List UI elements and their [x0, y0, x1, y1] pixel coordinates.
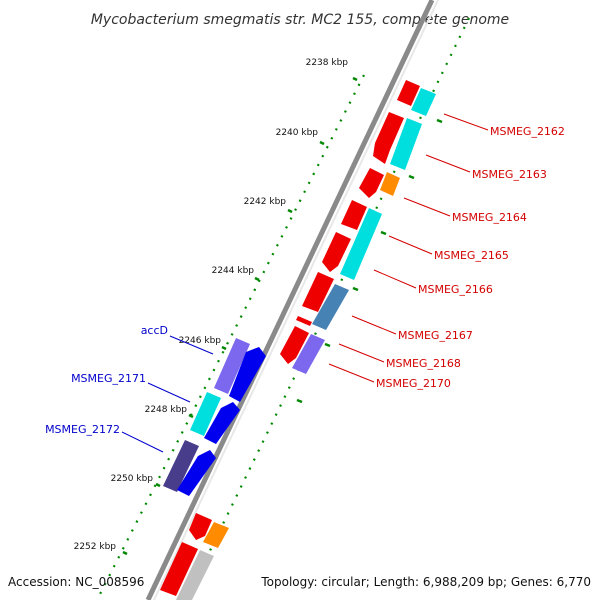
gene-accD[interactable] [214, 338, 250, 394]
tick-label: 2250 kbp [111, 474, 154, 484]
gene-label[interactable]: MSMEG_2162 [490, 125, 565, 138]
gene-label[interactable]: MSMEG_2163 [472, 168, 547, 181]
gene-label[interactable]: MSMEG_2164 [452, 211, 527, 224]
genome-backbone-highlight [153, 0, 439, 600]
gene-label[interactable]: MSMEG_2167 [398, 329, 473, 342]
tick-label: 2246 kbp [179, 336, 222, 346]
genome-summary-text: Topology: circular; Length: 6,988,209 bp… [260, 575, 591, 589]
gene-msmeg-2165[interactable] [341, 200, 367, 230]
gene-lower-gray[interactable] [176, 550, 214, 600]
gene-msmeg-2166[interactable] [322, 232, 351, 272]
left-cluster-genes [163, 338, 266, 496]
tick-label: 2240 kbp [276, 128, 319, 138]
gene-label[interactable]: MSMEG_2172 [45, 423, 120, 436]
gene-steel-2167[interactable] [312, 284, 349, 330]
tick-label: 2238 kbp [306, 58, 349, 68]
tick-label: 2244 kbp [212, 266, 255, 276]
gene-lower-orange[interactable] [203, 522, 229, 548]
gene-cyan-2163[interactable] [390, 118, 422, 170]
gene-msmeg-2168[interactable] [296, 316, 312, 326]
leader-lines [121, 113, 489, 453]
map-title: Mycobacterium smegmatis str. MC2 155, co… [91, 12, 509, 28]
gene-msmeg-2171[interactable] [190, 392, 221, 436]
gene-blue-3[interactable] [177, 450, 216, 496]
gene-blue-1[interactable] [229, 347, 266, 402]
gene-orange-2164[interactable] [380, 172, 400, 196]
gene-label[interactable]: MSMEG_2166 [418, 283, 493, 296]
gene-label[interactable]: MSMEG_2171 [71, 372, 146, 385]
gene-label[interactable]: MSMEG_2165 [434, 249, 509, 262]
reverse-strand-genes [160, 80, 420, 596]
gene-msmeg-2172[interactable] [163, 440, 199, 492]
gene-blue-2[interactable] [204, 402, 240, 444]
gene-lower-red-2[interactable] [160, 542, 198, 596]
genome-backbone [145, 0, 435, 600]
gene-label[interactable]: MSMEG_2170 [376, 377, 451, 390]
gene-label[interactable]: accD [141, 324, 168, 337]
tick-label: 2252 kbp [74, 542, 117, 552]
gene-msmeg-2170[interactable] [280, 326, 309, 364]
forward-strand-genes [176, 88, 436, 600]
gene-msmeg-2162[interactable] [397, 80, 420, 106]
accession-text: Accession: NC_008596 [8, 575, 144, 589]
tick-label: 2242 kbp [244, 197, 287, 207]
left-gene-labels: accD MSMEG_2171 MSMEG_2172 [45, 324, 168, 436]
gene-msmeg-2167[interactable] [302, 272, 334, 312]
gene-cyan-2165[interactable] [340, 208, 382, 280]
gene-lower-red-1[interactable] [189, 513, 212, 540]
inner-dotted-ring [96, 74, 365, 600]
gene-msmeg-2162b[interactable] [373, 112, 404, 164]
right-gene-labels: MSMEG_2162 MSMEG_2163 MSMEG_2164 MSMEG_2… [376, 125, 565, 390]
gene-msmeg-2164[interactable] [359, 168, 384, 198]
gene-cyan-2162[interactable] [411, 88, 436, 116]
tick-label: 2248 kbp [145, 405, 188, 415]
gene-purple-2168[interactable] [292, 334, 325, 374]
tick-marks [122, 76, 443, 556]
tick-labels: 2238 kbp 2240 kbp 2242 kbp 2244 kbp 2246… [74, 58, 349, 552]
gene-label[interactable]: MSMEG_2168 [386, 357, 461, 370]
